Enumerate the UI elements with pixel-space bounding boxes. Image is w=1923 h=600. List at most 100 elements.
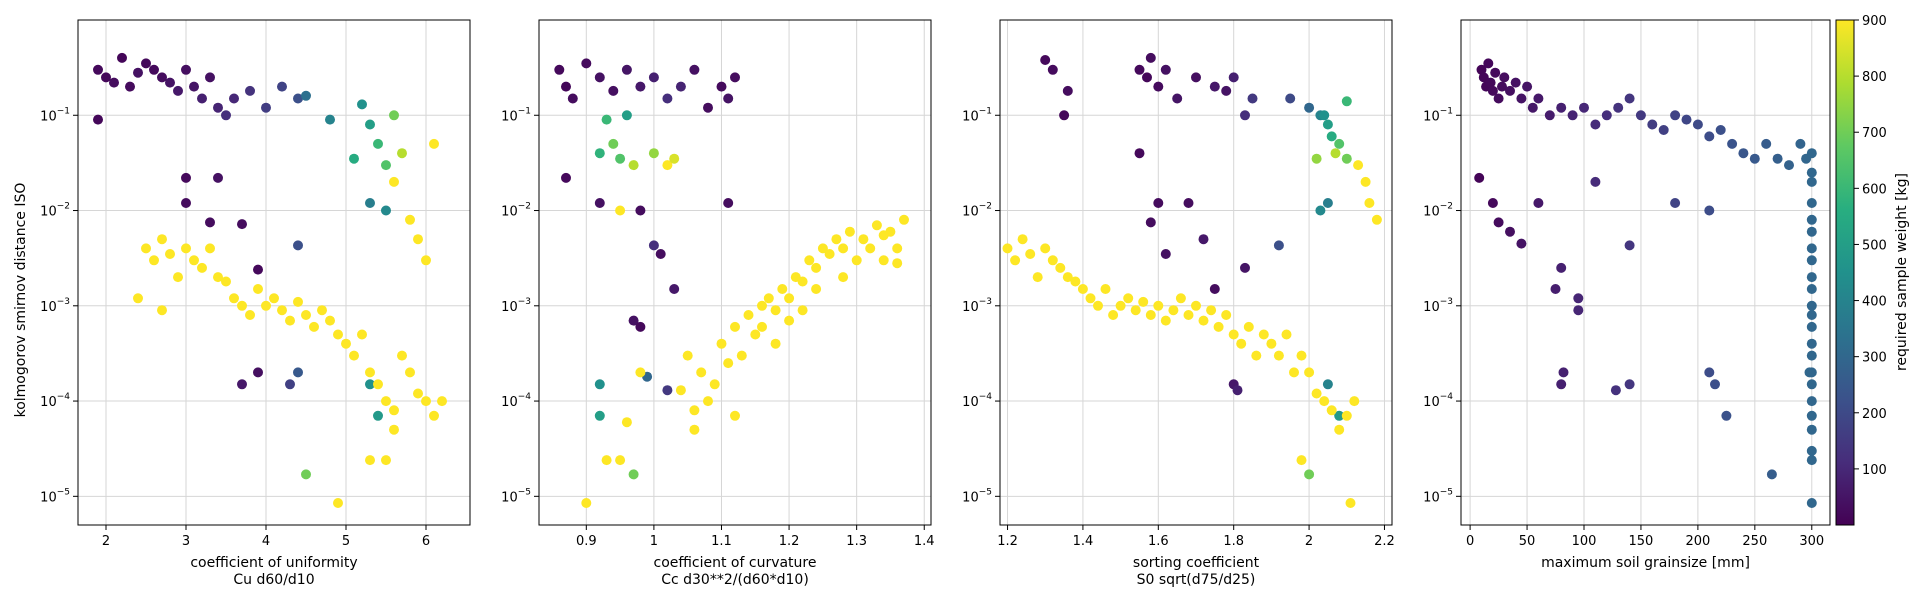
data-point (1077, 284, 1088, 294)
data-point (1266, 338, 1277, 349)
data-point (1806, 148, 1817, 159)
data-point (675, 385, 686, 396)
data-point (1806, 410, 1817, 421)
data-point (1191, 300, 1201, 311)
data-point (1055, 262, 1066, 273)
data-point (1145, 217, 1156, 228)
data-point (662, 385, 673, 396)
data-point (133, 293, 143, 304)
data-point (1326, 131, 1337, 142)
data-point (628, 469, 639, 480)
data-point (669, 153, 680, 164)
data-point (1505, 85, 1515, 96)
data-point (1704, 205, 1715, 216)
data-point (669, 284, 680, 294)
y-tick-label: 10−5 (501, 487, 531, 505)
data-point (804, 255, 815, 266)
y-tick-label: 10−4 (40, 392, 70, 410)
data-point (1806, 396, 1817, 407)
data-point (245, 310, 255, 320)
data-point (1806, 498, 1817, 508)
y-tick-label: 10−5 (40, 487, 70, 505)
data-point (1704, 131, 1715, 142)
y-tick-label: 10−2 (962, 202, 992, 220)
data-point (1715, 125, 1726, 135)
data-point (149, 255, 159, 266)
colorbar-ticks: 100 200 300 400 500 600 700 800 900 (1854, 14, 1887, 478)
data-point (381, 455, 391, 466)
data-point (1806, 321, 1817, 332)
data-point (1806, 255, 1817, 266)
data-point (1153, 81, 1164, 92)
data-point (181, 172, 191, 183)
data-point (682, 350, 693, 361)
data-point (1153, 300, 1164, 311)
data-point (373, 138, 383, 149)
data-point (1493, 93, 1504, 104)
data-point (1710, 379, 1720, 390)
data-point (601, 114, 612, 125)
data-point (269, 293, 279, 304)
data-point (621, 110, 632, 121)
data-point (1487, 198, 1498, 208)
data-point (1206, 305, 1217, 316)
data-point (1153, 198, 1164, 208)
data-point (365, 119, 375, 130)
x-tick-label: 1.6 (1148, 534, 1169, 549)
data-point (1727, 138, 1738, 149)
data-point (173, 85, 183, 96)
data-point (1556, 102, 1567, 113)
data-point (1322, 379, 1333, 390)
data-point (594, 72, 605, 83)
x-tick-label: 2.2 (1374, 534, 1395, 549)
data-point (730, 72, 740, 83)
data-point (743, 310, 754, 320)
data-point (1371, 214, 1382, 225)
data-point (1221, 310, 1232, 320)
data-point (381, 205, 391, 216)
data-point (1567, 110, 1578, 121)
axes-frame (999, 19, 1393, 526)
data-point (1281, 329, 1292, 340)
y-tick-label: 10−3 (501, 297, 531, 315)
y-tick-label: 10−4 (962, 392, 992, 410)
y-tick-label: 10−4 (501, 392, 531, 410)
data-point (1183, 198, 1194, 208)
data-point (1658, 125, 1669, 135)
data-point (838, 243, 849, 254)
data-point (1806, 379, 1817, 390)
data-point (205, 72, 215, 83)
data-point (373, 410, 383, 421)
data-point (1326, 405, 1337, 416)
data-point (389, 110, 399, 121)
data-point (1198, 315, 1209, 326)
data-point (635, 367, 646, 378)
data-point (865, 243, 876, 254)
data-point (1483, 58, 1494, 69)
data-point (1251, 350, 1262, 361)
data-point (253, 367, 263, 378)
data-point (381, 396, 391, 407)
data-point (1228, 329, 1239, 340)
data-point (157, 234, 167, 245)
data-point (1533, 198, 1544, 208)
data-point (1296, 455, 1307, 466)
data-point (1544, 110, 1555, 121)
x-tick-label: 4 (262, 534, 270, 549)
data-point (181, 243, 191, 254)
data-point (397, 148, 407, 159)
data-point (1341, 153, 1352, 164)
data-point (301, 90, 311, 101)
data-point (1510, 77, 1521, 88)
y-tick-label: 10−3 (962, 297, 992, 315)
y-tick-label: 10−5 (1423, 487, 1453, 505)
data-point (1160, 249, 1171, 259)
data-point (1142, 72, 1152, 83)
data-point (1353, 160, 1364, 171)
colorbar-gradient (1835, 19, 1855, 526)
data-point (389, 405, 399, 416)
y-tick-label: 10−1 (1423, 106, 1453, 124)
data-point (1704, 367, 1715, 378)
data-point (285, 379, 295, 390)
data-point (730, 321, 740, 332)
